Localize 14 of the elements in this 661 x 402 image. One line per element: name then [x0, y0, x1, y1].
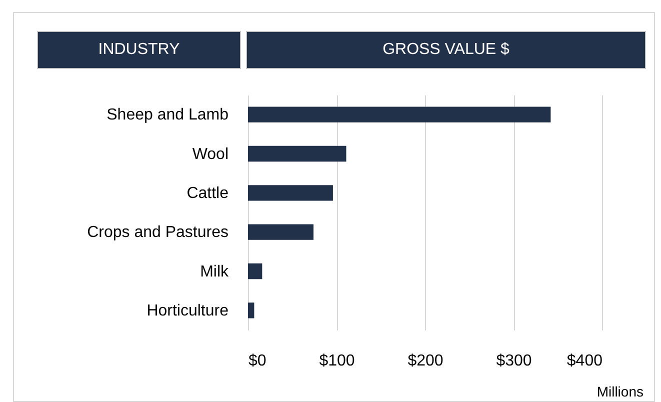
y-tick-label: Milk [200, 263, 230, 280]
x-tick-label: $200 [408, 352, 444, 370]
y-axis-title: INDUSTRY [37, 31, 241, 69]
x-tick-label: $0 [248, 352, 266, 370]
chart-title: GROSS VALUE $ [246, 31, 646, 69]
x-tick-label: $300 [496, 352, 532, 370]
x-tick-label: $400 [566, 352, 603, 370]
y-tick-label: Cattle [186, 184, 229, 202]
x-axis-title: Millions [596, 384, 644, 400]
x-tick-label: $100 [319, 352, 355, 370]
y-tick-label: Sheep and Lamb [106, 106, 229, 124]
y-tick-label: Crops and Pastures [87, 224, 228, 242]
y-tick-label: Horticulture [146, 302, 229, 320]
y-tick-label: Wool [192, 146, 228, 163]
